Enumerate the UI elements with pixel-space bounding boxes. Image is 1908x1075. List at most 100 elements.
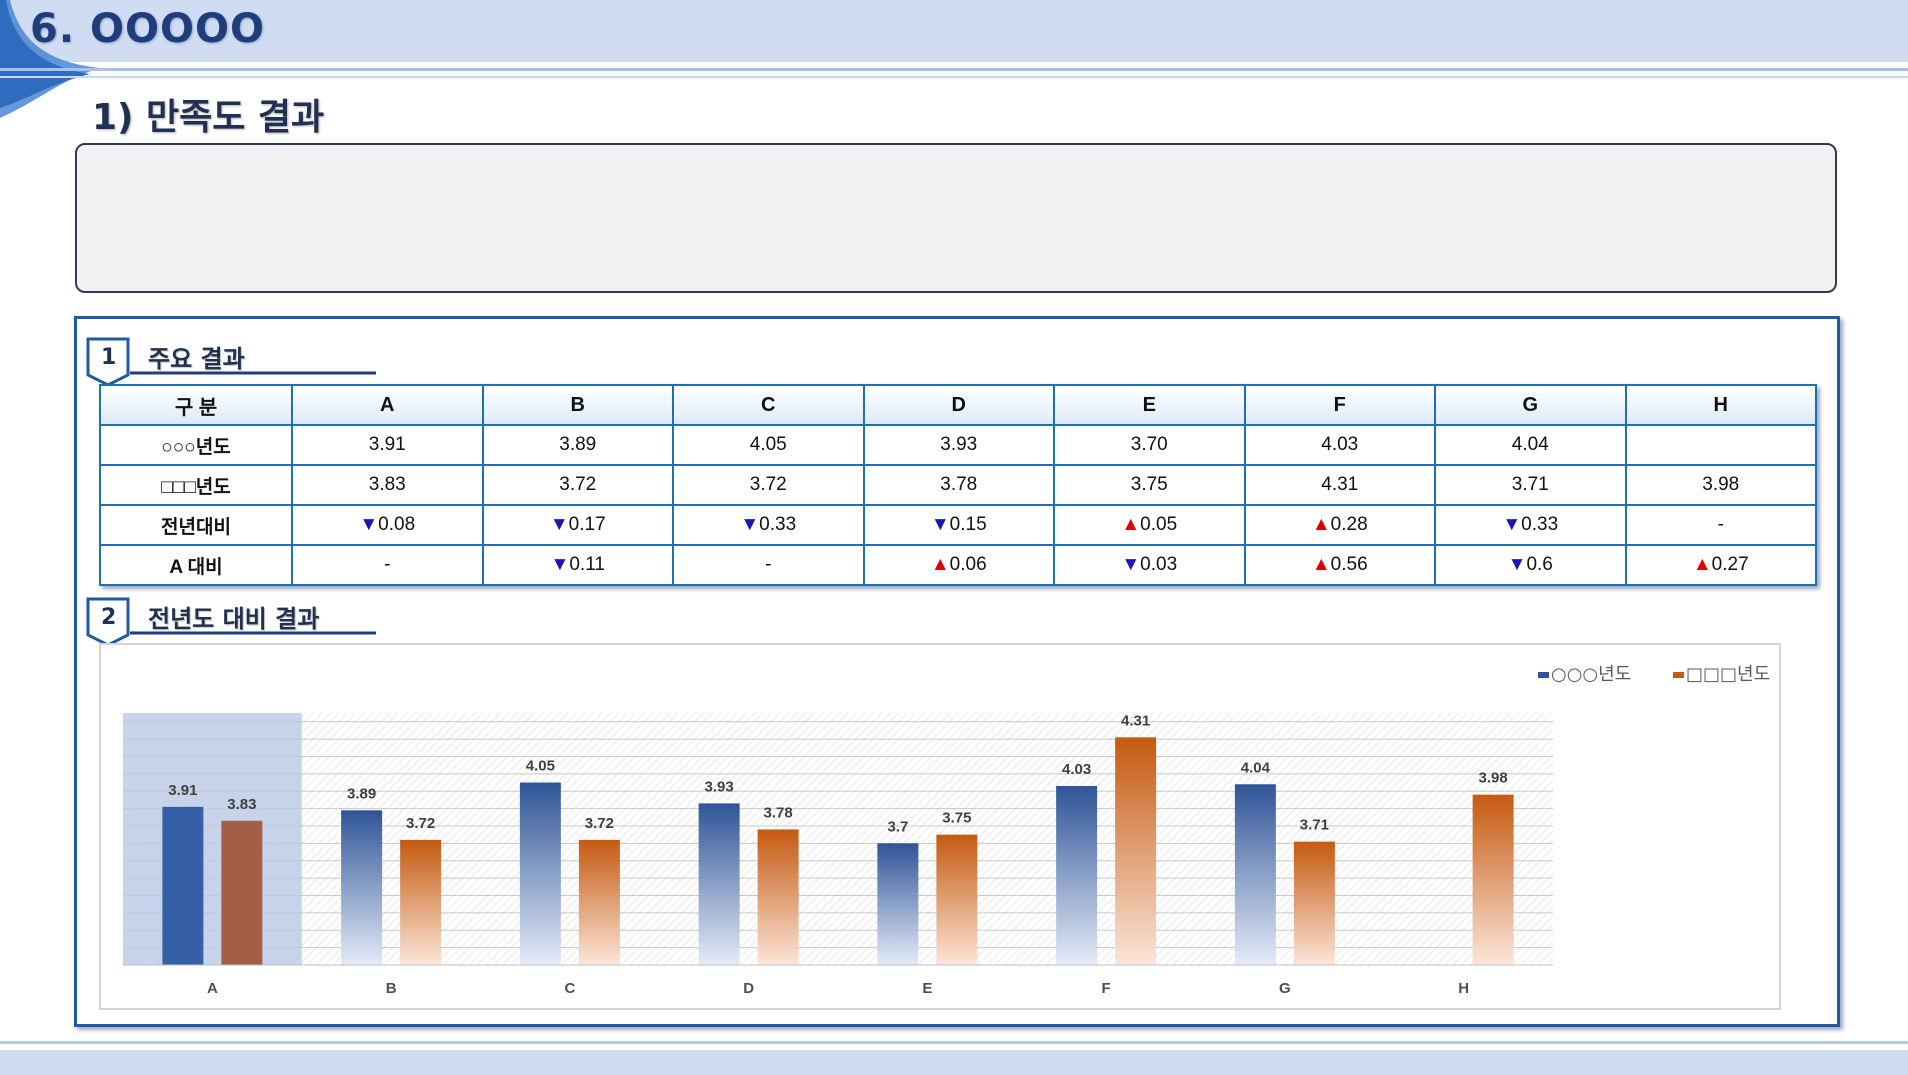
badge-2-number: 2 [101,605,117,630]
table-cell: 3.89 [481,424,674,466]
table-cell: ▲0.28 [1243,504,1436,546]
table-cell-value: 3.83 [368,474,406,495]
legend-label: □□□년도 [1686,664,1770,685]
plot-background [123,713,1553,965]
table-cell: 4.03 [1243,424,1436,466]
table-cell-value: 3.98 [1702,474,1740,495]
table-cell [1624,424,1817,466]
table-cell: ▼0.33 [1434,504,1627,546]
data-label: 3.89 [347,785,376,802]
table-cell-value: 0.15 [949,514,987,535]
data-label: 3.98 [1479,770,1508,787]
table-cell-value: 0.27 [1711,554,1749,575]
bar-d-series-2 [757,829,799,965]
badge-2-label: 전년도 대비 결과 [148,605,320,633]
triangle-up-icon: ▲ [930,554,950,575]
table-cell-value: 3.70 [1130,434,1168,455]
table-cell-value: - [384,554,391,575]
table-cell-value: 3.78 [940,474,978,495]
triangle-down-icon: ▼ [1507,554,1527,575]
table-cell-value: 0.6 [1526,554,1553,575]
table-row: A 대비 - ▼0.11- ▲0.06 ▼0.03 ▲0.56 ▼0.6 ▲0.27 [99,544,1817,586]
table-cell-value: 3.89 [559,434,597,455]
badge-2-shape [86,597,376,647]
triangle-up-icon: ▲ [1311,554,1331,575]
bar-g-series-2 [1293,841,1335,965]
data-label: 3.72 [406,815,435,832]
table-cell: 3.91 [291,424,484,466]
table-cell-value: - [1717,514,1724,535]
table-cell: ▲0.05 [1053,504,1246,546]
header-rule [0,68,1908,71]
bar-e-series-2 [936,834,978,965]
table-cell-value: 0.56 [1330,554,1368,575]
badge-1-label: 주요 결과 [148,345,245,373]
section-title: 6. OOOOO [30,6,265,52]
table-cell: 4.31 [1243,464,1436,506]
data-label: 4.03 [1062,761,1091,778]
triangle-down-icon: ▼ [740,514,760,535]
table-cell-value: 3.91 [368,434,406,455]
footer-rule [0,1041,1908,1044]
table-cell: 3.72 [672,464,865,506]
bar-f-series-1 [1056,785,1098,965]
table-cell-value: 3.72 [749,474,787,495]
table-header-col: F [1243,384,1436,426]
x-tick-label: E [922,980,932,997]
x-tick-label: F [1102,980,1111,997]
legend-swatch [1538,672,1549,678]
bar-d-series-1 [698,803,740,965]
table-cell-value: 3.72 [559,474,597,495]
table-cell: 3.83 [291,464,484,506]
x-tick-label: C [564,980,575,997]
table-header-col: E [1053,384,1246,426]
bar-a-series-1 [162,806,204,965]
table-header-col: H [1624,384,1817,426]
data-label: 3.7 [887,818,908,835]
triangle-up-icon: ▲ [1311,514,1331,535]
table-cell-value: 0.33 [759,514,797,535]
table-cell: ▼0.6 [1434,544,1627,586]
table-cell: 3.75 [1053,464,1246,506]
table-cell: - [672,544,865,586]
data-label: 3.78 [764,804,793,821]
table-header-col: D [862,384,1055,426]
table-cell-value: 0.17 [568,514,606,535]
table-cell-value: 0.06 [949,554,987,575]
data-label: 4.04 [1241,759,1271,776]
table-header-col: A [291,384,484,426]
table-cell: ▼0.33 [672,504,865,546]
table-cell: ▲0.06 [862,544,1055,586]
bar-c-series-2 [578,839,620,965]
table-header-col: C [672,384,865,426]
x-tick-label: A [207,980,218,997]
table-cell-value: 3.75 [1130,474,1168,495]
chart-frame: 3.91 3.89 4.05 3.93 3.7 4.03 4.04 3.83 3.72 3.72 3… [99,643,1781,1010]
legend-swatch [1673,672,1684,678]
bar-b-series-2 [400,839,442,965]
table-cell-value: 0.08 [378,514,416,535]
table-cell-value: 0.33 [1521,514,1559,535]
table-cell: 4.05 [672,424,865,466]
table-cell: ▲0.27 [1624,544,1817,586]
table-cell-value: 0.05 [1140,514,1178,535]
table-cell-value: 4.03 [1321,434,1359,455]
table-cell: ▲0.56 [1243,544,1436,586]
table-cell: ▼0.08 [291,504,484,546]
triangle-down-icon: ▼ [930,514,950,535]
bar-e-series-1 [877,843,919,965]
x-tick-label: G [1279,980,1291,997]
table-cell: 4.04 [1434,424,1627,466]
header-swoosh [0,0,100,118]
table-cell: 3.71 [1434,464,1627,506]
table-row-label: □□□년도 [99,464,293,506]
bar-chart: 3.91 3.89 4.05 3.93 3.7 4.03 4.04 3.83 3.72 3.72 3… [123,664,1770,997]
badge-1-number: 1 [101,345,117,370]
summary-text-box[interactable] [75,143,1837,293]
data-label: 3.93 [705,778,734,795]
table-cell: - [291,544,484,586]
triangle-down-icon: ▼ [1502,514,1522,535]
table-row-label: A 대비 [99,544,293,586]
header-rule-thin [0,76,1908,78]
